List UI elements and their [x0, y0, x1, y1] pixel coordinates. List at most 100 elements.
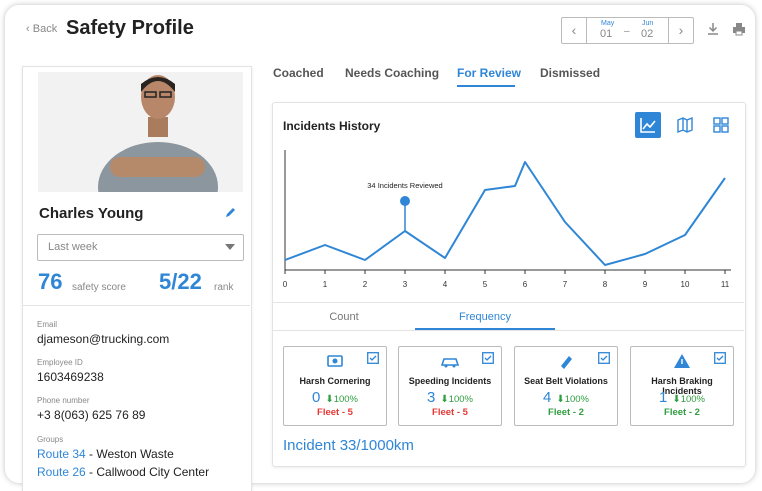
incident-label: Harsh Cornering	[299, 376, 371, 386]
field-value: +3 8(063) 625 76 89	[37, 408, 146, 422]
to-month: Jun	[642, 20, 654, 27]
incident-card: Harsh Cornering 0 ⬇100% Fleet - 5	[283, 346, 387, 426]
x-tick-label: 2	[363, 280, 368, 289]
print-icon[interactable]	[732, 22, 746, 36]
down-arrow: ⬇	[325, 394, 334, 405]
annotation-marker	[400, 196, 410, 206]
down-arrow: ⬇	[556, 394, 565, 405]
incident-count-row: 3 ⬇100%	[399, 389, 501, 406]
tab-underline	[457, 85, 515, 87]
incident-count: 0	[311, 389, 321, 406]
down-arrow: ⬇	[440, 394, 449, 405]
incident-icon	[327, 355, 343, 367]
back-button[interactable]: ‹ Back	[26, 23, 58, 35]
rank-label: rank	[214, 282, 234, 293]
period-text[interactable]: Last week	[48, 241, 98, 253]
checkbox[interactable]	[598, 352, 610, 364]
subtab[interactable]: Count	[329, 311, 359, 323]
incident-rate: Incident 33/1000km	[283, 437, 414, 454]
groups-label: Groups	[37, 435, 64, 444]
period-dropdown[interactable]: Last week	[37, 234, 244, 261]
subtab[interactable]: Frequency	[459, 311, 511, 323]
tab[interactable]: Needs Coaching	[345, 66, 440, 80]
incident-count-row: 1 ⬇100%	[631, 389, 733, 406]
incident-count: 3	[426, 389, 436, 406]
line-icon[interactable]	[635, 112, 661, 138]
next-button[interactable]: ›	[668, 18, 693, 43]
incident-card: Speeding Incidents 3 ⬇100% Fleet - 5	[398, 346, 502, 426]
dropdown-arrow[interactable]	[225, 244, 235, 250]
tab[interactable]: For Review	[457, 66, 522, 80]
x-tick-label: 8	[603, 280, 608, 289]
date-separator: –	[624, 26, 630, 37]
route-link[interactable]: Route 26	[37, 465, 86, 479]
down-arrow: ⬇	[672, 394, 681, 405]
subtab-underline	[415, 328, 555, 330]
safety-score: 76	[38, 269, 63, 294]
profile-photo	[38, 72, 243, 192]
incident-count-row: 0 ⬇100%	[284, 389, 386, 406]
field-label: Employee ID	[37, 358, 83, 367]
field-value: djameson@trucking.com	[37, 332, 170, 346]
divider	[273, 330, 744, 331]
x-tick-label: 7	[563, 280, 568, 289]
divider	[23, 305, 250, 306]
incident-label: Harsh Braking Incidents	[651, 376, 713, 396]
prev-button[interactable]: ‹	[562, 18, 587, 43]
incident-count-row: 4 ⬇100%	[515, 389, 617, 406]
fleet-count: Fleet - 2	[664, 407, 700, 418]
tab[interactable]: Coached	[273, 66, 324, 80]
back-text[interactable]: Back	[32, 23, 58, 35]
date-range[interactable]: ‹ May 01 – Jun 02 ›	[561, 17, 694, 44]
panel-title: Incidents History	[283, 119, 381, 133]
incident-change: 100%	[448, 394, 474, 405]
group-name: - Callwood City Center	[89, 465, 210, 479]
incident-icon	[674, 354, 690, 368]
field-label: Phone number	[37, 396, 90, 405]
grid-view-button[interactable]	[708, 112, 734, 138]
x-tick-label: 6	[523, 280, 528, 289]
line-chart: 0 1 2 3 4 5 6 7 8 9 10 11 34 Incidents Reviewed	[283, 150, 731, 289]
field-label: Email	[37, 320, 58, 329]
map-view-button[interactable]	[672, 112, 698, 138]
x-tick-label: 11	[721, 280, 730, 289]
x-tick-label: 10	[681, 280, 690, 289]
checkbox[interactable]	[367, 352, 379, 364]
x-tick-label: 3	[403, 280, 408, 289]
fleet-count: Fleet - 2	[548, 407, 584, 418]
checkbox[interactable]	[714, 352, 726, 364]
incident-count: 1	[658, 389, 668, 406]
group-row: Route 26 - Callwood City Center	[37, 465, 209, 479]
annotation-label: 34 Incidents Reviewed	[367, 181, 442, 190]
safety-score-label: safety score	[72, 282, 126, 293]
x-tick-label: 4	[443, 280, 448, 289]
to-day: 02	[641, 28, 654, 40]
x-tick-label: 1	[323, 280, 328, 289]
incident-card: Harsh Braking Incidents 1 ⬇100% Fleet - 2	[630, 346, 734, 426]
from-month: May	[601, 20, 615, 27]
field-value: 1603469238	[37, 370, 104, 384]
fleet-count: Fleet - 5	[317, 407, 353, 418]
driver-name: Charles Young	[39, 205, 144, 222]
line-view-button[interactable]	[635, 112, 661, 138]
incident-icon	[561, 356, 572, 369]
incident-change: 100%	[564, 394, 590, 405]
group-row: Route 34 - Weston Waste	[37, 447, 174, 461]
checkbox[interactable]	[482, 352, 494, 364]
incident-icon	[440, 358, 460, 368]
x-tick-label: 5	[483, 280, 488, 289]
incident-label: Seat Belt Violations	[524, 376, 608, 386]
edit-icon[interactable]	[224, 206, 237, 219]
download-icon[interactable]	[706, 22, 720, 36]
route-link[interactable]: Route 34	[37, 447, 86, 461]
tab[interactable]: Dismissed	[540, 66, 601, 80]
from-day: 01	[600, 28, 613, 40]
x-tick-label: 0	[283, 280, 288, 289]
fleet-count: Fleet - 5	[432, 407, 468, 418]
x-tick-label: 9	[643, 280, 648, 289]
incidents-panel	[272, 102, 746, 467]
rank: 5/22	[159, 269, 202, 294]
incident-card: Seat Belt Violations 4 ⬇100% Fleet - 2	[514, 346, 618, 426]
group-name: - Weston Waste	[89, 447, 174, 461]
